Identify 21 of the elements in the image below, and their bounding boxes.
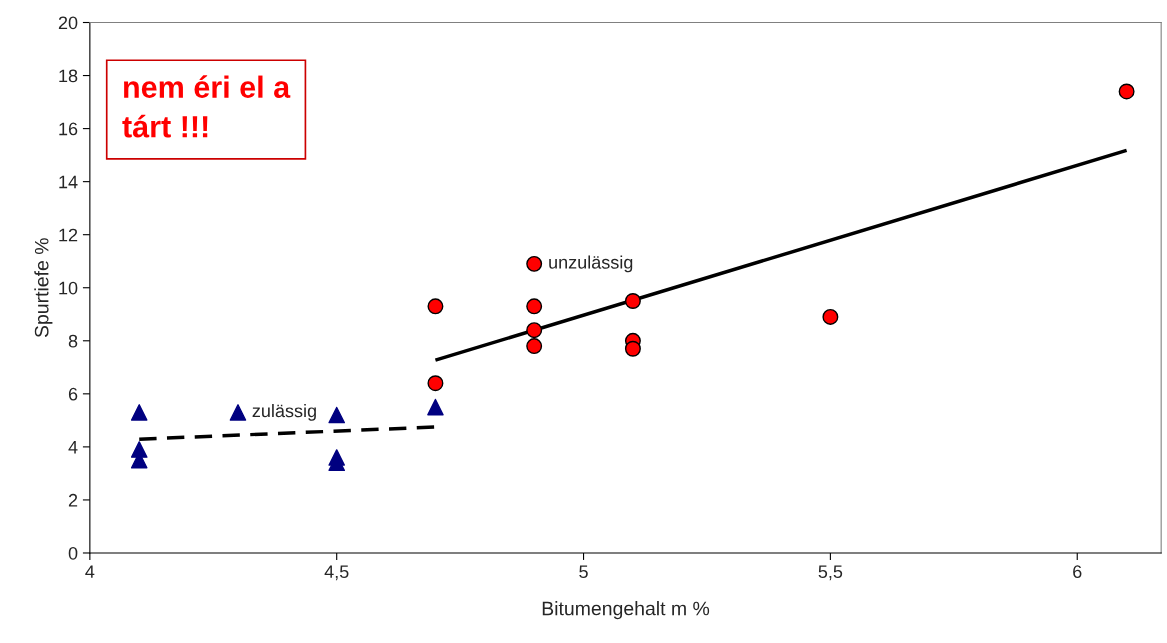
y-tick-label: 16 (59, 122, 78, 136)
y-tick-label: 4 (68, 441, 78, 454)
y-tick-label: 8 (68, 334, 78, 348)
annotation: zulässig (252, 403, 316, 421)
y-tick-label: 18 (59, 69, 78, 83)
x-tick-label: 5,5 (818, 565, 843, 581)
y-tick-label: 6 (68, 387, 78, 401)
y-tick-label: 10 (59, 281, 78, 295)
x-tick-label: 5 (579, 565, 588, 579)
y-tick-label: 2 (68, 493, 78, 507)
annotation: unzulässig (549, 255, 633, 273)
x-tick-label: 4,5 (324, 565, 349, 581)
y-tick-label: 20 (58, 16, 78, 30)
y-axis-title: Spurtiefe % (34, 238, 53, 338)
y-tick-label: 0 (68, 546, 78, 560)
annotation: nem éri el a tárt !!! (122, 75, 291, 138)
x-tick-label: 6 (1073, 565, 1082, 579)
y-tick-label: 14 (59, 175, 78, 189)
y-tick-label: 12 (59, 228, 78, 242)
x-tick-label: 4 (85, 565, 95, 578)
x-axis-title: Bitumengehalt m % (542, 601, 710, 620)
